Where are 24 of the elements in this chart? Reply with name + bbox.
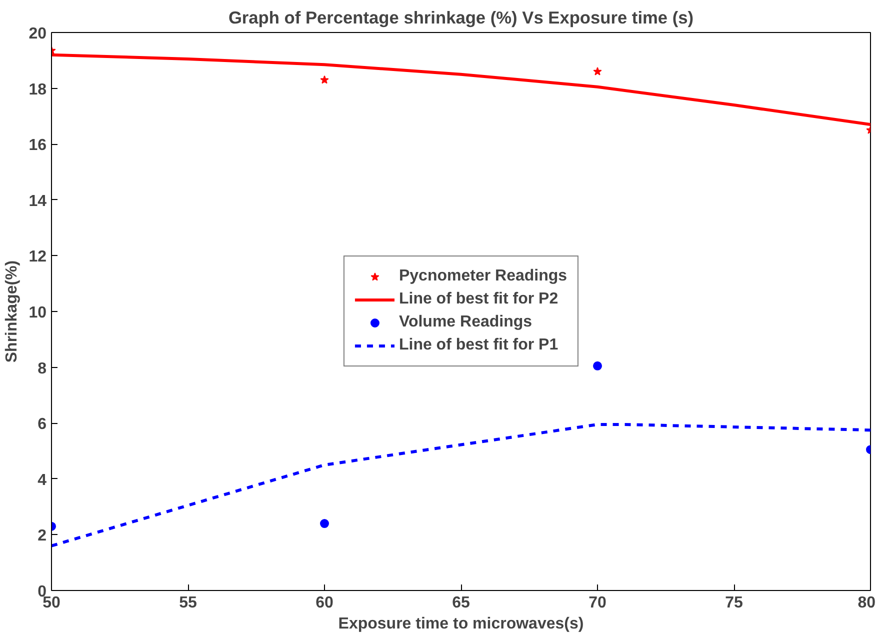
line-series	[52, 422, 870, 548]
y-tick-label: 20	[28, 26, 47, 42]
y-tick-label: 4	[38, 472, 47, 489]
legend-label: Pycnometer Readings	[398, 268, 568, 286]
legend-label: Line of best fit for P2	[398, 290, 558, 308]
y-tick-label: 6	[38, 416, 47, 434]
x-tick-label: 60	[316, 594, 334, 612]
x-tick-label: 75	[725, 594, 743, 612]
y-tick-label: 10	[28, 304, 47, 322]
chart-title: Graph of Percentage shrinkage (%) Vs Exposure time (s)	[228, 8, 694, 28]
legend-label: Line of best fit for P1	[398, 336, 558, 354]
x-tick-label: 65	[452, 594, 470, 612]
y-axis-title: Shrinkage(%)	[4, 260, 21, 363]
y-tick-label: 2	[38, 528, 47, 545]
x-tick-label: 70	[588, 594, 606, 612]
y-tick-label: 12	[28, 248, 47, 266]
y-tick-label: 18	[28, 81, 47, 98]
x-tick-label: 55	[179, 594, 197, 612]
x-tick-label: 80	[858, 594, 876, 612]
y-tick-label: 16	[28, 137, 47, 154]
x-axis-title: Exposure time to microwaves(s)	[338, 616, 584, 632]
y-tick-label: 14	[28, 192, 47, 210]
legend-label: Volume Readings	[398, 314, 532, 332]
y-tick-label: 8	[38, 360, 47, 378]
